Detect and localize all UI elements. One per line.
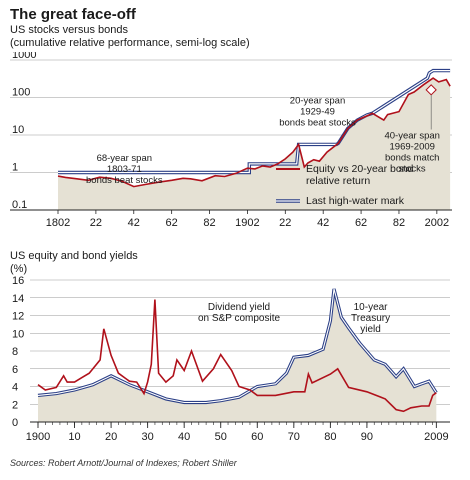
x-tick-label: 2002 xyxy=(425,217,449,229)
legend-hwm-label: Last high-water mark xyxy=(306,195,405,207)
chart-title: The great face-off xyxy=(10,6,136,23)
span-annotation: 1803-71 xyxy=(107,164,142,175)
series-annotation: Treasury xyxy=(351,313,390,324)
y-tick-label: 100 xyxy=(12,87,30,99)
legend-equity-label-2: relative return xyxy=(306,175,370,187)
y-tick-label: 1000 xyxy=(12,52,36,61)
x-tick-label: 42 xyxy=(317,217,329,229)
x-tick-label: 30 xyxy=(142,431,154,443)
y-tick-label: 0.1 xyxy=(12,199,27,211)
y-tick-label: 12 xyxy=(12,311,24,323)
x-tick-label: 1802 xyxy=(46,217,70,229)
yields-chart-title: US equity and bond yields xyxy=(10,250,138,262)
series-annotation: yield xyxy=(360,324,381,335)
span-annotation: 1969-2009 xyxy=(390,142,435,153)
x-tick-label: 42 xyxy=(128,217,140,229)
x-tick-label: 90 xyxy=(361,431,373,443)
span-annotation: 68-year span xyxy=(97,153,152,164)
span-annotation: bonds beat stocks xyxy=(279,117,356,128)
x-tick-label: 60 xyxy=(251,431,263,443)
x-tick-label: 62 xyxy=(166,217,178,229)
span-annotation: 20-year span xyxy=(290,95,345,106)
y-tick-label: 14 xyxy=(12,293,24,305)
x-tick-label: 2009 xyxy=(424,431,448,443)
y-tick-label: 2 xyxy=(12,399,18,411)
legend-equity-label: Equity vs 20-year bond xyxy=(306,163,414,175)
series-annotation: on S&P composite xyxy=(198,313,281,324)
chart-subtitle-scale: (cumulative relative performance, semi-l… xyxy=(10,37,250,49)
x-tick-label: 80 xyxy=(324,431,336,443)
chart-subtitle: US stocks versus bonds xyxy=(10,24,128,36)
y-tick-label: 10 xyxy=(12,124,24,136)
x-tick-label: 62 xyxy=(355,217,367,229)
y-tick-label: 0 xyxy=(12,417,18,429)
equity-relative-return-line xyxy=(57,77,451,188)
span-annotation: bonds beat stocks xyxy=(86,175,163,186)
y-tick-label: 10 xyxy=(12,328,24,340)
relative-performance-chart: 1000 100 10 1 0.1 1802 22 42 62 82 1902 22 42 62 82 200… xyxy=(10,52,452,229)
span-annotation: bonds match xyxy=(385,153,439,164)
equity-area-fill xyxy=(58,78,451,210)
x-tick-label: 22 xyxy=(279,217,291,229)
x-tick-label: 82 xyxy=(393,217,405,229)
x-tick-label: 10 xyxy=(68,431,80,443)
treasury-yield-line-inner xyxy=(37,288,437,404)
source-note: Sources: Robert Arnott/Journal of Indexe… xyxy=(10,458,237,468)
x-tick-label: 82 xyxy=(203,217,215,229)
divergence-marker xyxy=(425,84,437,96)
span-annotation: 40-year span xyxy=(384,131,439,142)
x-tick-label: 20 xyxy=(105,431,117,443)
series-annotation: Dividend yield xyxy=(208,302,270,313)
span-annotation: 1929-49 xyxy=(300,106,335,117)
x-tick-label: 40 xyxy=(178,431,190,443)
x-tick-label: 22 xyxy=(90,217,102,229)
x-tick-label: 50 xyxy=(215,431,227,443)
dividend-yield-line xyxy=(37,299,437,413)
series-annotation: 10-year xyxy=(354,302,389,313)
yields-chart-unit: (%) xyxy=(10,263,28,275)
x-tick-label: 1900 xyxy=(26,431,50,443)
y-tick-label: 1 xyxy=(12,162,18,174)
x-tick-label: 1902 xyxy=(235,217,259,229)
y-tick-label: 6 xyxy=(12,364,18,376)
x-tick-label: 70 xyxy=(288,431,300,443)
y-tick-label: 8 xyxy=(12,346,18,358)
span-annotation: stocks xyxy=(399,164,426,175)
y-tick-label: 4 xyxy=(12,382,18,394)
y-tick-label: 16 xyxy=(12,275,24,287)
